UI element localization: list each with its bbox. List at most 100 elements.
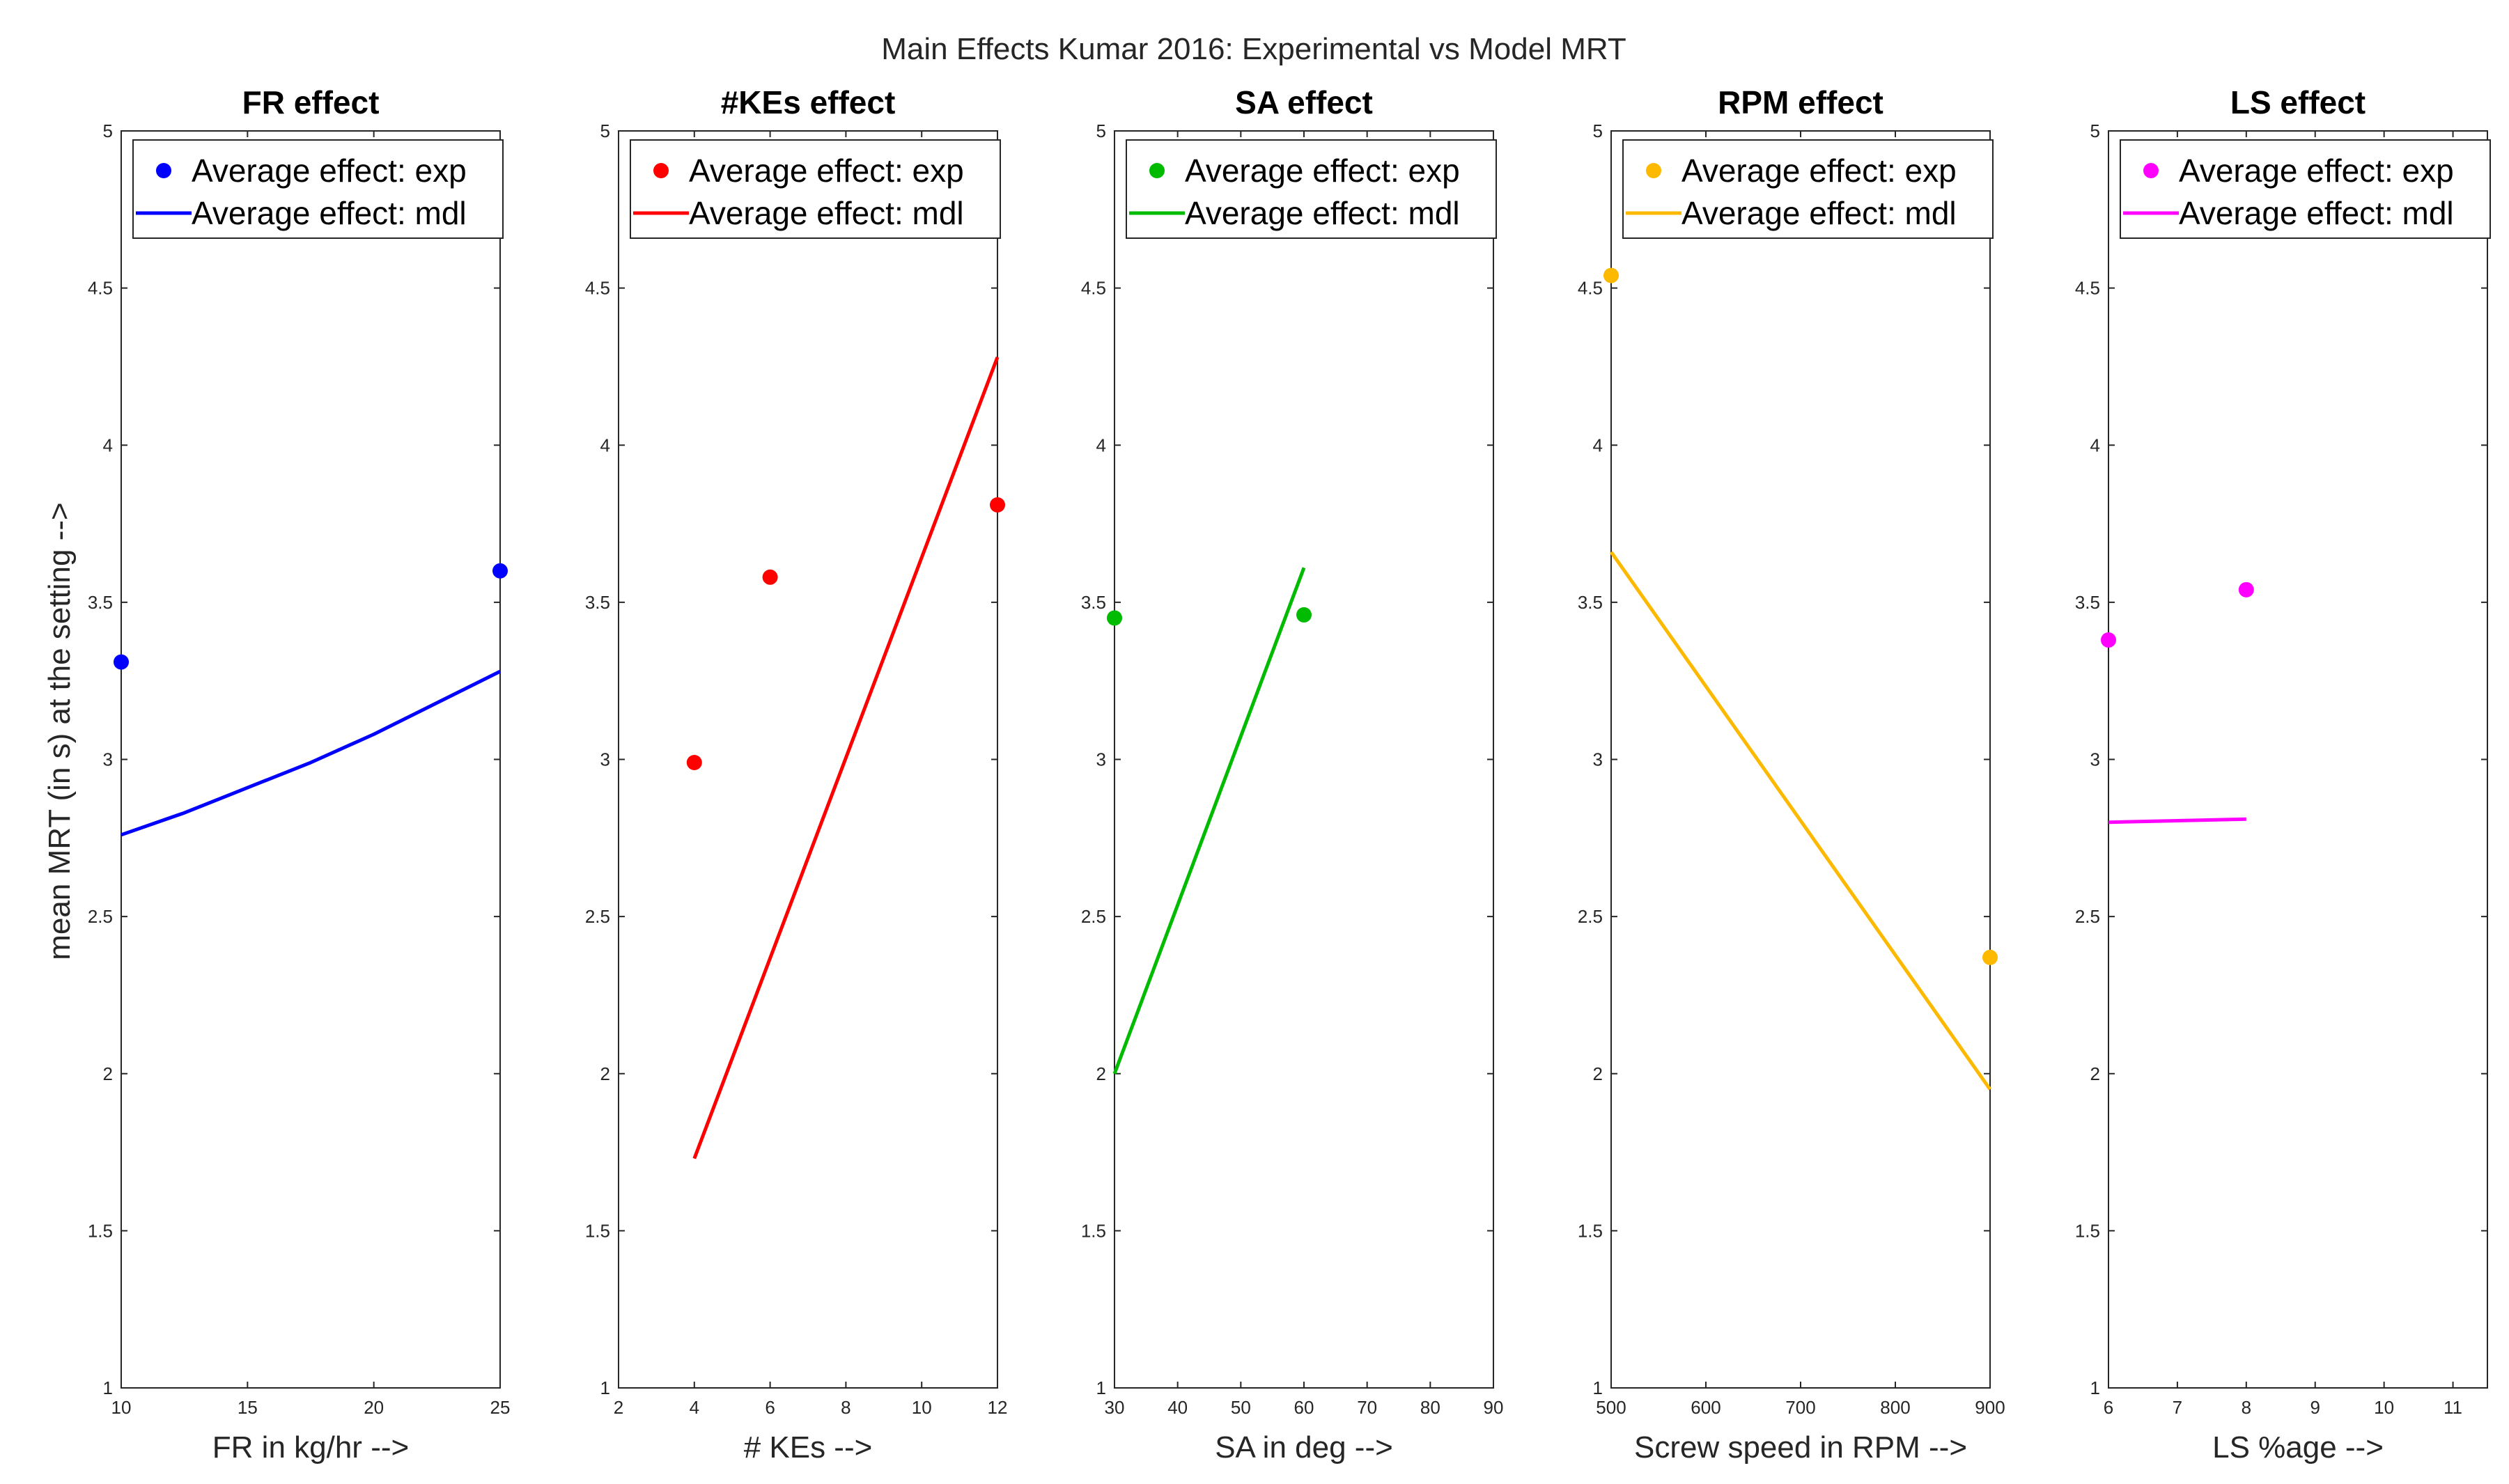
- legend-label-mdl: Average effect: mdl: [192, 195, 467, 231]
- panel-4: RPM effect 1 1.5 2 2.5 3 3.5 4 4.5 5 500 600 700 800 9…: [1578, 84, 2005, 1465]
- legend-marker-exp: [1149, 163, 1165, 178]
- experimental-point: [114, 654, 129, 670]
- panel-3: SA effect 1 1.5 2 2.5 3 3.5 4 4.5 5 30 40 50 60 70 80 90…: [1081, 84, 1504, 1465]
- x-tick-label: 4: [690, 1397, 699, 1418]
- x-tick-label: 9: [2310, 1397, 2320, 1418]
- y-tick-label: 3: [103, 749, 113, 770]
- experimental-point: [762, 569, 778, 585]
- x-tick-label: 800: [1880, 1397, 1910, 1418]
- y-tick-label: 2.5: [585, 906, 610, 927]
- y-tick-label: 5: [2090, 120, 2100, 141]
- y-tick-label: 2: [600, 1063, 610, 1084]
- model-line: [1112, 567, 1306, 1075]
- x-axis-label: Screw speed in RPM -->: [1634, 1430, 1967, 1465]
- experimental-point: [990, 497, 1005, 513]
- x-tick-label: 10: [2374, 1397, 2394, 1418]
- y-tick-label: 2.5: [1578, 906, 1603, 927]
- y-tick-label: 5: [1096, 120, 1106, 141]
- y-tick-label: 1: [1096, 1377, 1106, 1398]
- x-tick-label: 12: [988, 1397, 1008, 1418]
- y-tick-label: 3: [1096, 749, 1106, 770]
- legend-marker-exp: [156, 163, 171, 178]
- y-tick-label: 1: [2090, 1377, 2100, 1398]
- experimental-point: [1296, 607, 1312, 623]
- experimental-point: [1603, 267, 1619, 283]
- axes-box: [1114, 130, 1494, 1389]
- panel-title: RPM effect: [1718, 84, 1883, 120]
- x-tick-label: 10: [912, 1397, 932, 1418]
- x-tick-label: 60: [1294, 1397, 1314, 1418]
- y-axis-label: mean MRT (in s) at the setting -->: [42, 502, 77, 960]
- y-tick-label: 5: [1593, 120, 1603, 141]
- experimental-point: [1107, 610, 1122, 626]
- model-line: [121, 669, 502, 837]
- y-tick-label: 2.5: [88, 906, 113, 927]
- x-tick-label: 50: [1231, 1397, 1251, 1418]
- x-tick-label: 11: [2444, 1397, 2462, 1418]
- y-tick-label: 5: [103, 120, 113, 141]
- y-tick-label: 4: [103, 435, 113, 455]
- y-tick-label: 1: [103, 1377, 113, 1398]
- x-tick-label: 90: [1484, 1397, 1504, 1418]
- y-tick-label: 2.5: [1081, 906, 1106, 927]
- y-tick-label: 4: [1593, 435, 1603, 455]
- x-tick-label: 900: [1975, 1397, 2005, 1418]
- y-tick-label: 2: [103, 1063, 113, 1084]
- panel-1: FR effect 1 1.5 2 2.5 3 3.5 4 4.5 5 10 15 20 25 FR in …: [88, 84, 511, 1465]
- legend-label-mdl: Average effect: mdl: [2179, 195, 2454, 231]
- x-tick-label: 6: [2104, 1397, 2113, 1418]
- y-tick-label: 3.5: [1578, 592, 1603, 613]
- experimental-point: [2238, 581, 2254, 597]
- legend-marker-exp: [1646, 163, 1661, 178]
- legend-marker-exp: [2143, 163, 2159, 178]
- panel-title: LS effect: [2230, 84, 2366, 120]
- panel-title: FR effect: [242, 84, 380, 120]
- x-tick-label: 25: [490, 1397, 511, 1418]
- y-tick-label: 1.5: [585, 1220, 610, 1241]
- axes-box: [618, 130, 998, 1389]
- y-tick-label: 1: [600, 1377, 610, 1398]
- legend-label-mdl: Average effect: mdl: [1185, 195, 1460, 231]
- y-tick-label: 3.5: [585, 592, 610, 613]
- y-tick-label: 4.5: [88, 278, 113, 299]
- y-tick-label: 4: [2090, 435, 2100, 455]
- experimental-point: [492, 563, 508, 579]
- panel-title: SA effect: [1235, 84, 1373, 120]
- legend-label-mdl: Average effect: mdl: [1681, 195, 1957, 231]
- legend-label-exp: Average effect: exp: [689, 153, 964, 189]
- y-tick-label: 3: [1593, 749, 1603, 770]
- experimental-point: [686, 755, 702, 771]
- model-line: [1609, 551, 1992, 1091]
- x-tick-label: 30: [1105, 1397, 1125, 1418]
- y-tick-label: 5: [600, 120, 610, 141]
- x-tick-label: 15: [238, 1397, 258, 1418]
- x-tick-label: 10: [111, 1397, 132, 1418]
- legend-label-exp: Average effect: exp: [192, 153, 467, 189]
- x-tick-label: 8: [841, 1397, 850, 1418]
- axes-box: [121, 130, 501, 1389]
- y-tick-label: 3: [2090, 749, 2100, 770]
- y-tick-label: 4.5: [1081, 278, 1106, 299]
- legend-box: [1126, 139, 1497, 239]
- y-tick-label: 4.5: [2075, 278, 2100, 299]
- x-axis-label: LS %age -->: [2212, 1430, 2384, 1465]
- y-tick-label: 1: [1593, 1377, 1603, 1398]
- x-axis-label: # KEs -->: [744, 1430, 873, 1465]
- panel-2: #KEs effect 1 1.5 2 2.5 3 3.5 4 4.5 5 2 4 6 8 10 12 # KE…: [585, 84, 1008, 1465]
- x-axis-label: FR in kg/hr -->: [212, 1430, 409, 1465]
- x-tick-label: 80: [1420, 1397, 1440, 1418]
- y-tick-label: 2: [1096, 1063, 1106, 1084]
- model-line: [692, 357, 1000, 1159]
- y-tick-label: 1.5: [2075, 1220, 2100, 1241]
- y-tick-label: 2: [2090, 1063, 2100, 1084]
- y-tick-label: 4.5: [585, 278, 610, 299]
- x-tick-label: 6: [765, 1397, 775, 1418]
- x-tick-label: 500: [1596, 1397, 1626, 1418]
- panel-title: #KEs effect: [721, 84, 896, 120]
- y-tick-label: 3.5: [1081, 592, 1106, 613]
- x-tick-label: 20: [364, 1397, 384, 1418]
- legend-box: [1622, 139, 1994, 239]
- x-tick-label: 8: [2242, 1397, 2251, 1418]
